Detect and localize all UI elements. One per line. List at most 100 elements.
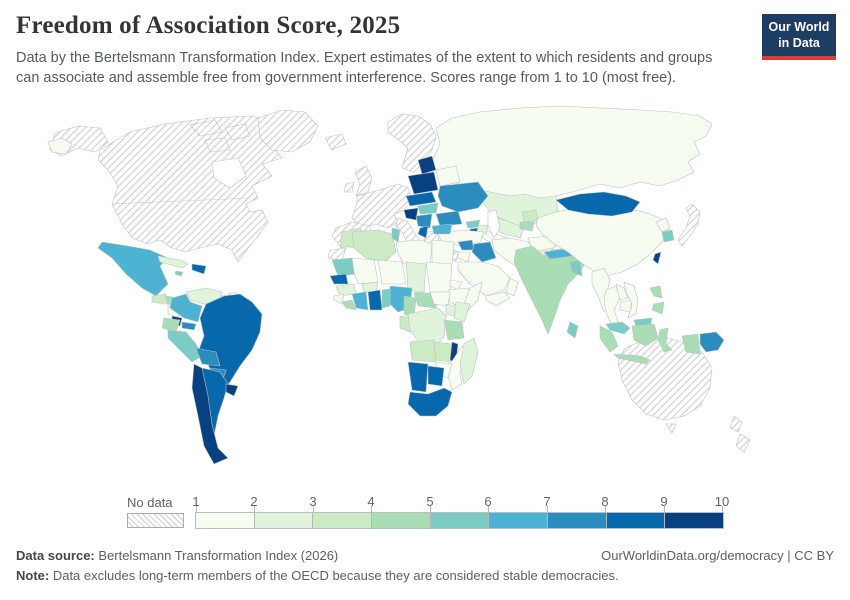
country-serbia[interactable]	[415, 213, 433, 229]
country-romania[interactable]	[435, 210, 463, 227]
country-peru[interactable]	[167, 329, 203, 363]
country-south-africa[interactable]	[407, 387, 453, 417]
country-tajikistan[interactable]	[519, 221, 535, 232]
country-bulgaria[interactable]	[431, 223, 453, 235]
country-indonesia-sumatra[interactable]	[599, 325, 619, 353]
country-drc[interactable]	[407, 307, 447, 349]
country-chad[interactable]	[405, 261, 427, 293]
country-taiwan[interactable]	[652, 251, 662, 265]
country-cuba[interactable]	[157, 255, 189, 269]
country-indonesia-java[interactable]	[613, 353, 651, 365]
country-iraq[interactable]	[471, 241, 497, 263]
country-new-zealand-north[interactable]	[729, 415, 743, 433]
country-albania[interactable]	[417, 225, 429, 239]
country-jamaica[interactable]	[174, 270, 184, 277]
legend-color-bar[interactable]	[195, 512, 724, 529]
country-colombia[interactable]	[169, 293, 203, 323]
country-bolivia[interactable]	[195, 347, 221, 367]
country-uk[interactable]	[354, 165, 373, 197]
country-botswana[interactable]	[427, 365, 445, 387]
country-west-europe[interactable]	[351, 183, 413, 229]
country-ukraine[interactable]	[437, 181, 489, 213]
country-uruguay[interactable]	[225, 383, 239, 397]
country-thailand[interactable]	[603, 285, 621, 327]
country-saudi-arabia[interactable]	[457, 261, 511, 297]
country-niger[interactable]	[377, 259, 407, 285]
country-philippines-mindanao[interactable]	[651, 301, 665, 315]
country-malaysia[interactable]	[605, 321, 631, 335]
country-kyrgyzstan[interactable]	[521, 209, 539, 223]
country-bangladesh[interactable]	[569, 259, 583, 277]
country-iceland[interactable]	[324, 133, 347, 151]
country-north-korea[interactable]	[655, 217, 671, 233]
legend-bin[interactable]	[196, 513, 254, 528]
country-chile[interactable]	[191, 363, 229, 465]
country-liberia[interactable]	[341, 299, 357, 311]
country-greenland[interactable]	[257, 109, 319, 153]
footer-source-text[interactable]: Bertelsmann Transformation Index (2026)	[94, 548, 339, 563]
footer-link[interactable]: OurWorldinData.org/democracy | CC BY	[601, 548, 834, 563]
legend-bin[interactable]	[547, 513, 606, 528]
country-oman[interactable]	[505, 277, 519, 297]
legend-bin[interactable]	[488, 513, 548, 528]
country-russia-chukotka[interactable]	[47, 137, 73, 155]
country-madagascar[interactable]	[459, 337, 479, 385]
country-senegal[interactable]	[329, 273, 349, 285]
country-tanzania[interactable]	[443, 319, 465, 341]
country-croatia-slovenia[interactable]	[403, 207, 419, 221]
country-egypt[interactable]	[431, 239, 455, 267]
legend-bin[interactable]	[664, 513, 724, 528]
country-syria[interactable]	[457, 239, 475, 251]
country-kenya[interactable]	[453, 301, 471, 323]
country-yemen[interactable]	[485, 291, 511, 307]
country-belarus[interactable]	[435, 165, 461, 187]
country-nepal[interactable]	[543, 248, 573, 260]
country-indonesia-sulawesi[interactable]	[657, 327, 673, 353]
country-japan[interactable]	[677, 203, 701, 247]
country-poland[interactable]	[407, 171, 439, 195]
country-mali[interactable]	[351, 257, 379, 285]
country-vietnam[interactable]	[623, 281, 639, 319]
country-png[interactable]	[699, 331, 725, 353]
country-togo-benin[interactable]	[381, 288, 391, 309]
country-indonesia-papua[interactable]	[681, 333, 701, 355]
country-sudan[interactable]	[425, 261, 453, 293]
country-ecuador[interactable]	[161, 317, 181, 333]
legend-no-data-swatch[interactable]	[127, 513, 184, 528]
country-ivory-coast[interactable]	[351, 291, 369, 311]
legend-bin[interactable]	[371, 513, 430, 528]
country-algeria[interactable]	[351, 229, 397, 263]
country-philippines-luzon[interactable]	[649, 285, 663, 299]
legend-bin[interactable]	[253, 513, 313, 528]
country-jordan[interactable]	[457, 251, 471, 263]
country-panama[interactable]	[181, 321, 197, 331]
country-angola[interactable]	[409, 339, 437, 363]
country-sierra-leone[interactable]	[333, 293, 345, 305]
country-indonesia-borneo[interactable]	[631, 323, 659, 347]
country-mongolia[interactable]	[555, 191, 641, 217]
country-tasmania[interactable]	[665, 423, 677, 434]
country-western-sahara[interactable]	[327, 247, 347, 261]
country-zambia[interactable]	[433, 341, 453, 363]
country-guatemala[interactable]	[151, 293, 167, 305]
legend-bin[interactable]	[312, 513, 372, 528]
country-ghana[interactable]	[367, 289, 383, 311]
country-new-zealand-south[interactable]	[735, 433, 751, 453]
country-hungary[interactable]	[417, 202, 439, 215]
country-brazil[interactable]	[197, 293, 263, 393]
country-namibia[interactable]	[407, 361, 429, 393]
country-ireland[interactable]	[343, 181, 355, 193]
country-czechia-slovakia[interactable]	[405, 191, 437, 207]
country-hispaniola[interactable]	[191, 263, 207, 275]
country-canada-arctic-1[interactable]	[189, 119, 223, 137]
country-sri-lanka[interactable]	[566, 321, 579, 339]
legend-bin[interactable]	[429, 513, 489, 528]
country-canada-arctic-3[interactable]	[204, 137, 231, 153]
country-canada-arctic-2[interactable]	[224, 123, 251, 141]
country-south-korea[interactable]	[661, 229, 675, 243]
owid-logo[interactable]: Our World in Data	[762, 14, 836, 61]
country-mexico[interactable]	[97, 241, 169, 297]
legend-tick	[488, 506, 489, 513]
legend-bin[interactable]	[605, 513, 665, 528]
country-laos[interactable]	[615, 283, 629, 301]
